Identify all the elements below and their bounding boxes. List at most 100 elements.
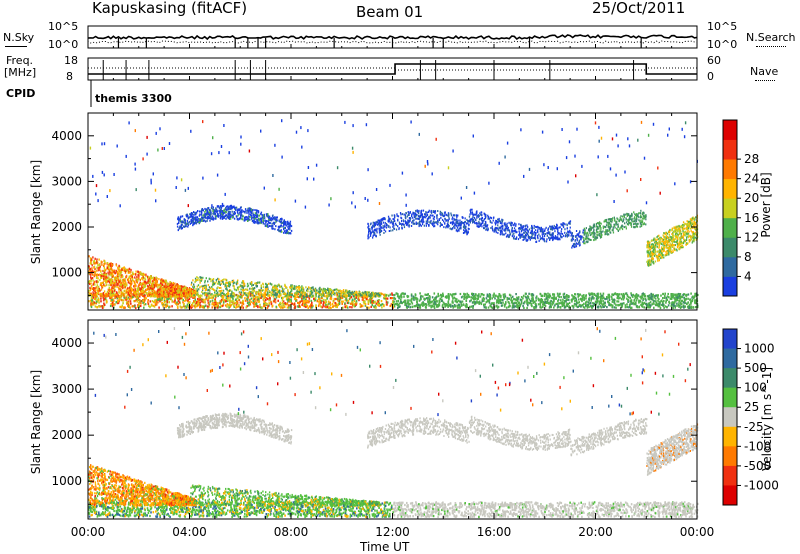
power-cell bbox=[100, 288, 103, 291]
power-cell bbox=[652, 293, 655, 296]
power-cell bbox=[298, 286, 301, 289]
power-cell bbox=[96, 295, 99, 298]
power-cell bbox=[233, 287, 235, 290]
power-cell bbox=[222, 279, 224, 281]
power-cell bbox=[248, 292, 251, 294]
power-cell bbox=[125, 289, 128, 292]
power-cell bbox=[130, 282, 132, 285]
power-cell bbox=[120, 280, 122, 283]
power-cell bbox=[152, 295, 154, 298]
power-cell bbox=[666, 295, 669, 298]
power-cell bbox=[106, 291, 109, 294]
power-cell bbox=[571, 298, 574, 301]
power-cell bbox=[190, 306, 192, 309]
power-cell bbox=[267, 282, 270, 285]
power-cell bbox=[320, 301, 322, 304]
power-cell bbox=[108, 276, 110, 279]
power-cell bbox=[511, 295, 514, 298]
power-cell bbox=[402, 300, 405, 304]
power-cell bbox=[509, 294, 512, 297]
power-cell bbox=[487, 306, 490, 309]
power-cell bbox=[171, 299, 173, 302]
power-cell bbox=[508, 305, 511, 308]
power-cell bbox=[113, 277, 116, 280]
power-cell bbox=[389, 297, 392, 300]
power-cell bbox=[204, 281, 206, 284]
power-cell bbox=[155, 280, 157, 283]
power-cell bbox=[487, 295, 489, 298]
power-cell bbox=[563, 305, 566, 308]
power-cell bbox=[557, 305, 560, 308]
power-cell bbox=[279, 292, 281, 295]
power-cell bbox=[220, 279, 222, 282]
power-cell bbox=[246, 301, 249, 305]
power-cell bbox=[354, 297, 356, 300]
power-cell bbox=[469, 300, 471, 303]
power-cell bbox=[220, 293, 222, 296]
power-cell bbox=[145, 273, 147, 276]
power-cell bbox=[133, 300, 135, 303]
power-cell bbox=[333, 304, 336, 307]
power-cell bbox=[323, 290, 325, 293]
power-cell bbox=[248, 301, 251, 304]
power-cell bbox=[96, 261, 98, 264]
power-cell bbox=[540, 306, 542, 309]
power-cell bbox=[261, 306, 263, 309]
power-cell bbox=[486, 300, 489, 303]
power-cell bbox=[172, 283, 174, 286]
power-cell bbox=[147, 302, 150, 305]
power-cell bbox=[211, 296, 213, 299]
power-cell bbox=[638, 299, 640, 302]
power-cell bbox=[233, 295, 236, 298]
power-cell bbox=[626, 294, 629, 298]
power-cell bbox=[454, 293, 456, 296]
power-cell bbox=[621, 296, 624, 299]
power-cell bbox=[142, 288, 144, 291]
power-cell bbox=[269, 291, 272, 294]
power-cell bbox=[244, 288, 247, 291]
power-cell bbox=[255, 284, 257, 287]
power-cell bbox=[263, 292, 265, 295]
power-cell bbox=[149, 306, 151, 309]
power-cell bbox=[253, 298, 256, 301]
power-cell bbox=[242, 300, 244, 303]
power-cell bbox=[488, 301, 491, 304]
power-cell bbox=[326, 303, 329, 306]
power-cell bbox=[397, 300, 400, 303]
nave-tick-top: 60 bbox=[707, 54, 721, 67]
power-cell bbox=[365, 296, 368, 299]
power-cell bbox=[365, 293, 368, 296]
power-cell bbox=[575, 300, 578, 303]
power-cell bbox=[582, 295, 584, 298]
power-cell bbox=[200, 279, 202, 282]
power-cell bbox=[218, 278, 220, 281]
power-cell bbox=[610, 303, 612, 306]
power-cell bbox=[225, 284, 227, 287]
power-cell bbox=[692, 306, 695, 309]
power-cell bbox=[653, 299, 655, 303]
power-cell bbox=[655, 300, 657, 303]
power-cell bbox=[491, 306, 494, 309]
power-cell bbox=[119, 273, 121, 276]
power-cell bbox=[498, 293, 501, 296]
power-cell bbox=[254, 298, 257, 301]
power-cell bbox=[205, 277, 207, 280]
power-cell bbox=[631, 302, 633, 305]
power-cell bbox=[544, 298, 546, 301]
power-cell bbox=[361, 304, 364, 307]
power-cell bbox=[393, 293, 396, 297]
power-cell bbox=[663, 306, 665, 309]
power-cell bbox=[535, 306, 537, 309]
power-cell bbox=[124, 286, 126, 289]
power-cell bbox=[441, 299, 443, 302]
power-cell bbox=[301, 299, 303, 302]
power-cell bbox=[565, 298, 568, 301]
power-cell bbox=[242, 289, 244, 292]
power-cell bbox=[645, 304, 648, 307]
power-cell bbox=[640, 297, 642, 300]
power-cell bbox=[145, 282, 147, 285]
power-cell bbox=[380, 300, 383, 303]
power-cell bbox=[136, 293, 138, 296]
power-cell bbox=[215, 278, 218, 281]
power-cell bbox=[178, 295, 180, 298]
